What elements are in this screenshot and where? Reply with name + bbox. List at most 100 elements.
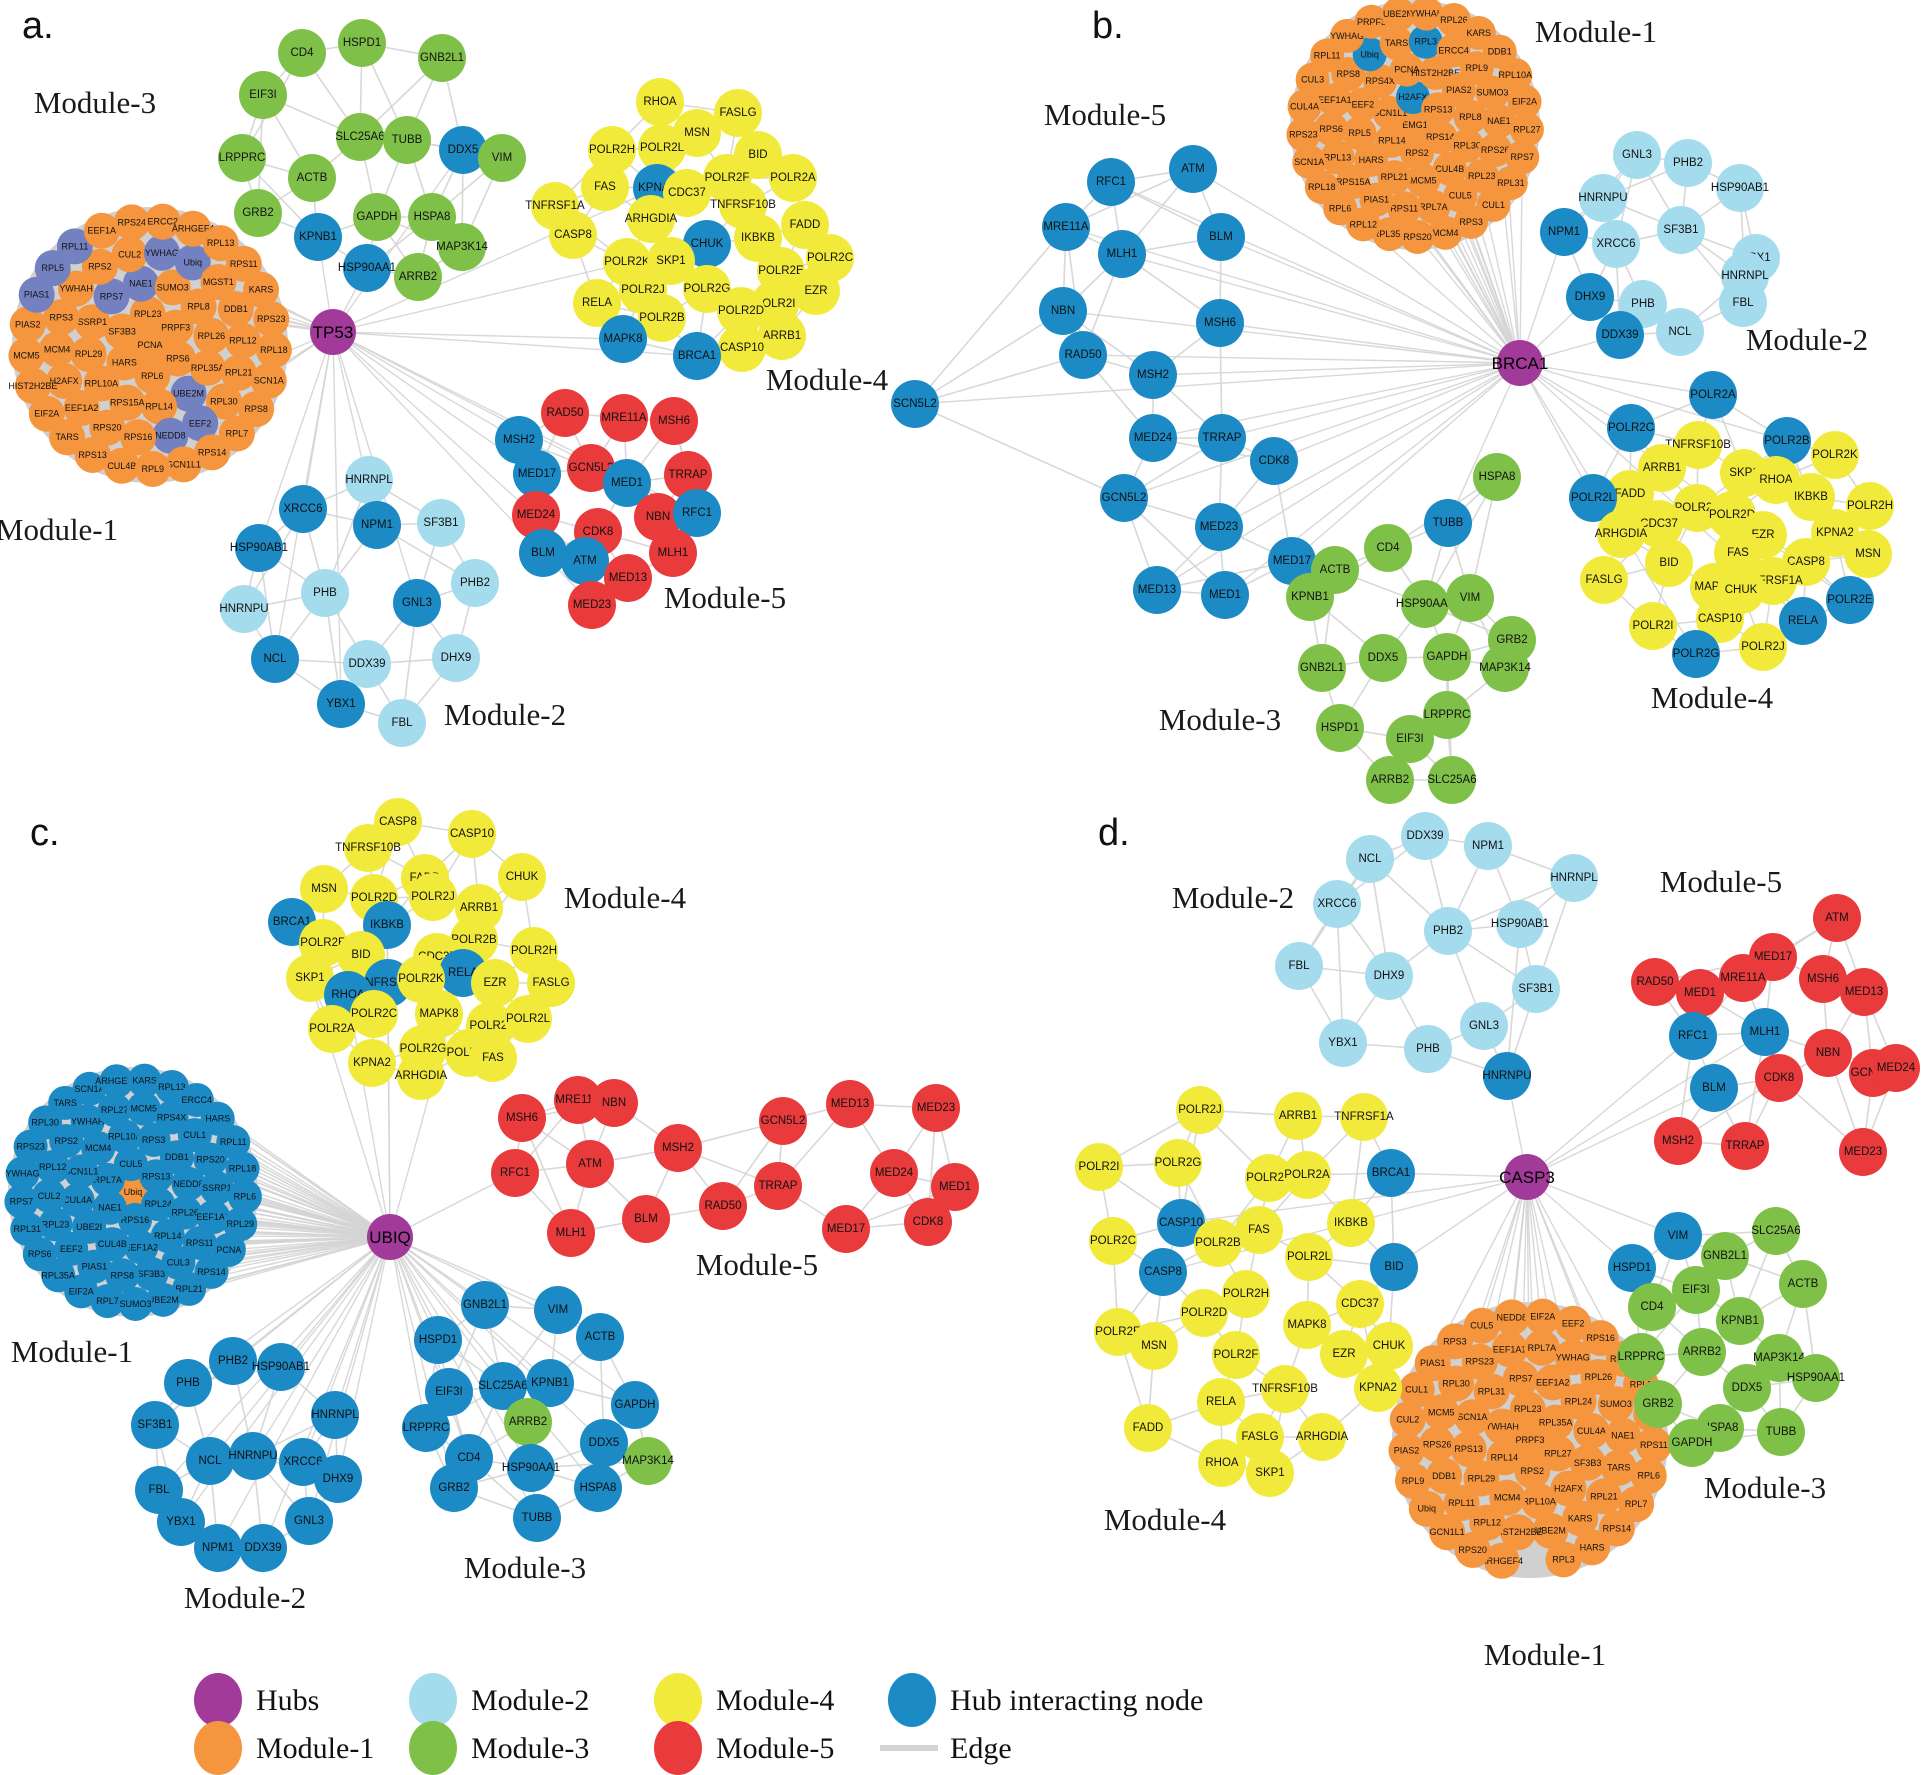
node-EEF2[interactable]: EEF2	[182, 405, 219, 442]
node-GNB2L1[interactable]: GNB2L1	[1298, 644, 1346, 692]
node-NPM1[interactable]: NPM1	[1464, 822, 1512, 870]
node-DDX5[interactable]: DDX5	[439, 126, 487, 174]
node-FBL[interactable]: FBL	[1275, 942, 1323, 990]
node-PHB[interactable]: PHB	[1404, 1025, 1452, 1073]
node-CASP8[interactable]: CASP8	[549, 211, 597, 259]
node-TUBB[interactable]: TUBB	[1424, 499, 1472, 547]
node-HNRNPL[interactable]: HNRNPL	[1550, 854, 1598, 902]
node-FADD[interactable]: FADD	[781, 201, 829, 249]
node-ARRB1[interactable]: ARRB1	[1274, 1092, 1322, 1140]
node-EIF2A[interactable]: EIF2A	[1524, 1298, 1561, 1335]
node-RPS4X[interactable]: RPS4X	[1363, 64, 1398, 99]
node-KPNB1[interactable]: KPNB1	[526, 1359, 574, 1407]
node-RPL9[interactable]: RPL9	[134, 450, 171, 487]
node-UBE2M[interactable]: UBE2M	[1381, 0, 1416, 32]
node-TRRAP[interactable]: TRRAP	[754, 1162, 802, 1210]
node-MRE11A[interactable]: MRE11A	[600, 394, 648, 442]
hub-node-TP53[interactable]: TP53	[310, 309, 356, 355]
node-GNL3[interactable]: GNL3	[1460, 1002, 1508, 1050]
node-DHX9[interactable]: DHX9	[1566, 273, 1614, 321]
node-PIAS1[interactable]: PIAS1	[1414, 1345, 1451, 1382]
node-FAS[interactable]: FAS	[581, 163, 629, 211]
node-POLR2D[interactable]: POLR2D	[1180, 1289, 1228, 1337]
node-NAE1[interactable]: NAE1	[1481, 104, 1516, 139]
node-RPL30[interactable]: RPL30	[1450, 128, 1485, 163]
node-SCN1A[interactable]: SCN1A	[250, 362, 287, 399]
node-MAP3K14[interactable]: MAP3K14	[436, 223, 488, 271]
node-MLH1[interactable]: MLH1	[1741, 1008, 1789, 1056]
node-ACTB[interactable]: ACTB	[288, 154, 336, 202]
hub-node-BRCA1[interactable]: BRCA1	[1492, 340, 1549, 386]
node-RFC1[interactable]: RFC1	[491, 1149, 539, 1197]
node-NBN[interactable]: NBN	[1039, 287, 1087, 335]
node-RPS14[interactable]: RPS14	[1598, 1510, 1635, 1547]
node-RPS16[interactable]: RPS16	[120, 419, 157, 456]
node-RPS20[interactable]: RPS20	[89, 409, 126, 446]
node-GCN1L1[interactable]: GCN1L1	[165, 446, 202, 483]
node-HSP90AB1[interactable]: HSP90AB1	[1491, 900, 1549, 948]
node-RPL35A[interactable]: RPL35A	[1372, 217, 1407, 252]
node-RPL12[interactable]: RPL12	[1469, 1504, 1506, 1541]
node-SCN1A[interactable]: SCN1A	[1292, 144, 1327, 179]
node-RPS8[interactable]: RPS8	[105, 1258, 140, 1293]
node-RPS3[interactable]: RPS3	[43, 299, 80, 336]
node-NEDD8[interactable]: NEDD8	[171, 1166, 206, 1201]
node-KPNB1[interactable]: KPNB1	[1716, 1297, 1764, 1345]
node-GCN5L2[interactable]: GCN5L2	[567, 444, 615, 492]
node-DDX5[interactable]: DDX5	[580, 1419, 628, 1467]
node-ARRB2[interactable]: ARRB2	[394, 253, 442, 301]
node-RPL27[interactable]: RPL27	[97, 1093, 132, 1128]
node-RPL7[interactable]: RPL7	[1618, 1486, 1655, 1523]
node-RAD50[interactable]: RAD50	[1631, 958, 1679, 1006]
node-CUL2[interactable]: CUL2	[1389, 1401, 1426, 1438]
node-HSP90AA1[interactable]: HSP90AA1	[502, 1444, 560, 1492]
node-POLR2J[interactable]: POLR2J	[409, 873, 457, 921]
node-POLR2G[interactable]: POLR2G	[1154, 1139, 1202, 1187]
node-ATM[interactable]: ATM	[566, 1140, 614, 1188]
node-SCN1A[interactable]: SCN1A	[72, 1071, 107, 1106]
node-GRB2[interactable]: GRB2	[1634, 1380, 1682, 1428]
node-RELA[interactable]: RELA	[1197, 1378, 1245, 1426]
node-RPS15A[interactable]: RPS15A	[109, 384, 146, 421]
node-MED17[interactable]: MED17	[822, 1205, 870, 1253]
node-YWHAG[interactable]: YWHAG	[6, 1156, 40, 1191]
node-RPS23[interactable]: RPS23	[1286, 117, 1321, 152]
node-RPS8[interactable]: RPS8	[238, 391, 275, 428]
node-DHX9[interactable]: DHX9	[1365, 952, 1413, 1000]
node-KPNB1[interactable]: KPNB1	[1286, 573, 1334, 621]
node-POLR2L[interactable]: POLR2L	[638, 124, 686, 172]
node-SKP1[interactable]: SKP1	[1246, 1449, 1294, 1497]
node-POLR2I[interactable]: POLR2I	[1075, 1143, 1123, 1191]
node-EEF1A[interactable]: EEF1A	[83, 212, 120, 249]
node-POLR2G[interactable]: POLR2G	[1672, 630, 1720, 678]
node-GNB2L1[interactable]: GNB2L1	[461, 1281, 509, 1329]
node-RPL29[interactable]: RPL29	[70, 336, 107, 373]
node-CHUK[interactable]: CHUK	[498, 853, 546, 901]
node-H2AFX[interactable]: H2AFX	[1550, 1470, 1587, 1507]
node-GCN1L1[interactable]: GCN1L1	[63, 1154, 98, 1189]
node-RPL35A[interactable]: RPL35A	[1537, 1404, 1574, 1441]
node-TNFRSF10B[interactable]: TNFRSF10B	[1665, 421, 1731, 469]
node-YWHAH[interactable]: YWHAH	[1409, 0, 1444, 31]
node-MED13[interactable]: MED13	[826, 1080, 874, 1128]
node-MCM4[interactable]: MCM4	[81, 1131, 116, 1166]
node-RPS7[interactable]: RPS7	[4, 1184, 39, 1219]
node-HSP90AA1[interactable]: HSP90AA1	[1396, 580, 1454, 628]
node-POLR2H[interactable]: POLR2H	[588, 126, 636, 174]
node-FBL[interactable]: FBL	[1719, 279, 1767, 327]
node-RAD50[interactable]: RAD50	[541, 389, 589, 437]
node-SUMO3[interactable]: SUMO3	[118, 1286, 153, 1321]
node-HNRNPL[interactable]: HNRNPL	[311, 1391, 359, 1439]
node-EEF1A1[interactable]: EEF1A1	[1491, 1331, 1528, 1368]
node-POLR2J[interactable]: POLR2J	[1176, 1086, 1224, 1134]
node-NPM1[interactable]: NPM1	[1540, 208, 1588, 256]
node-RPS7[interactable]: RPS7	[93, 278, 130, 315]
node-EEF1A2[interactable]: EEF1A2	[63, 390, 100, 427]
node-DDX39[interactable]: DDX39	[239, 1524, 287, 1572]
node-GAPDH[interactable]: GAPDH	[1668, 1419, 1716, 1467]
node-MCM4[interactable]: MCM4	[39, 331, 76, 368]
node-SLC25A6[interactable]: SLC25A6	[1427, 756, 1477, 804]
node-GNB2L1[interactable]: GNB2L1	[418, 34, 466, 82]
node-CD4[interactable]: CD4	[1628, 1283, 1676, 1331]
node-RPL9[interactable]: RPL9	[1394, 1462, 1431, 1499]
